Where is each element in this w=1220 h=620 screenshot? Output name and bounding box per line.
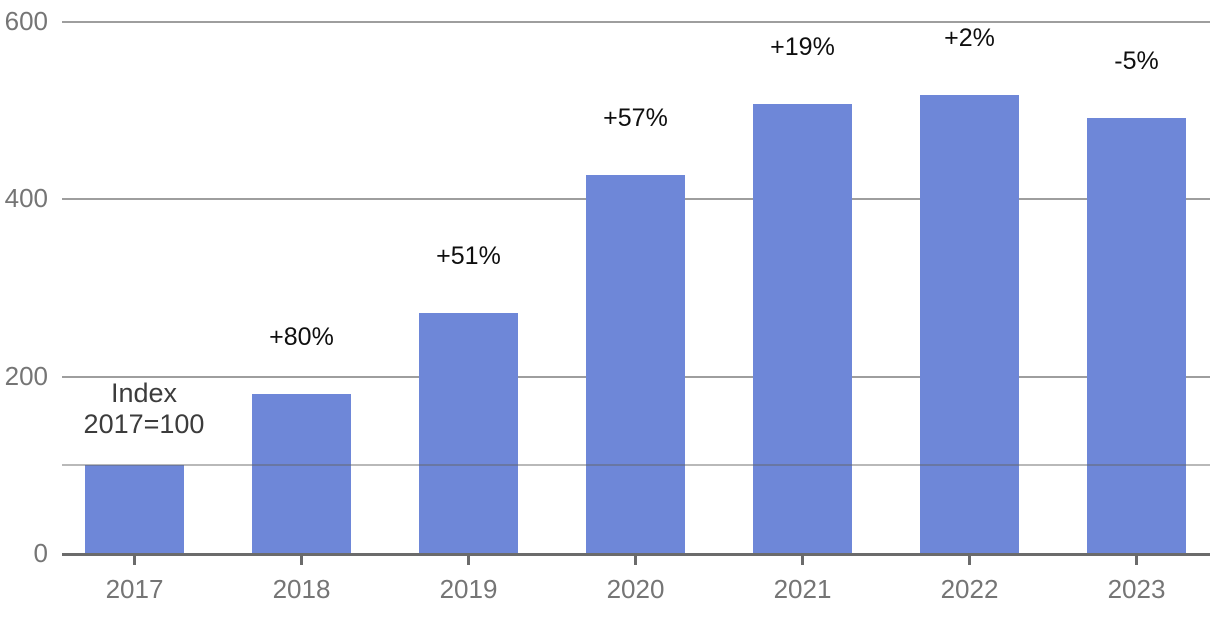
- index-annotation-line-1: Index: [110, 378, 178, 408]
- x-axis-tick: [133, 556, 136, 565]
- x-axis-tick: [1135, 556, 1138, 565]
- bar-2019: [419, 312, 518, 554]
- bar-2018: [252, 394, 351, 554]
- x-tick-label: 2018: [272, 574, 331, 604]
- x-axis-tick: [300, 556, 303, 565]
- bar-value-label: +51%: [436, 241, 501, 270]
- x-axis-tick: [467, 556, 470, 565]
- x-tick-label: 2020: [606, 574, 665, 604]
- reference-line-100: [62, 464, 1210, 467]
- x-tick-label: 2022: [940, 574, 999, 604]
- bar-value-label: +2%: [944, 23, 995, 52]
- y-tick-label: 200: [4, 360, 48, 391]
- bar-value-label: +19%: [770, 32, 835, 61]
- bar-2017: [85, 465, 184, 554]
- index-annotation: Index 2017=100: [34, 378, 254, 440]
- x-axis-tick: [968, 556, 971, 565]
- x-tick-label: 2017: [105, 574, 164, 604]
- bar-2022: [920, 94, 1019, 554]
- bar-value-label: +57%: [603, 104, 668, 133]
- bar-value-label: +80%: [269, 323, 334, 352]
- bar-value-label: -5%: [1114, 46, 1159, 75]
- x-tick-label: 2019: [439, 574, 498, 604]
- x-axis-tick: [634, 556, 637, 565]
- x-tick-label: 2021: [773, 574, 832, 604]
- gridline-600: [62, 21, 1210, 23]
- x-tick-label: 2023: [1107, 574, 1166, 604]
- x-axis-line: [62, 553, 1210, 556]
- bar-2023: [1087, 117, 1186, 554]
- index-annotation-line-2: 2017=100: [83, 409, 205, 439]
- y-tick-label: 0: [33, 538, 48, 568]
- bar-2020: [586, 175, 685, 554]
- y-tick-label: 600: [4, 6, 48, 36]
- y-tick-label: 400: [4, 183, 48, 214]
- x-axis-tick: [801, 556, 804, 565]
- bar-2021: [753, 103, 852, 554]
